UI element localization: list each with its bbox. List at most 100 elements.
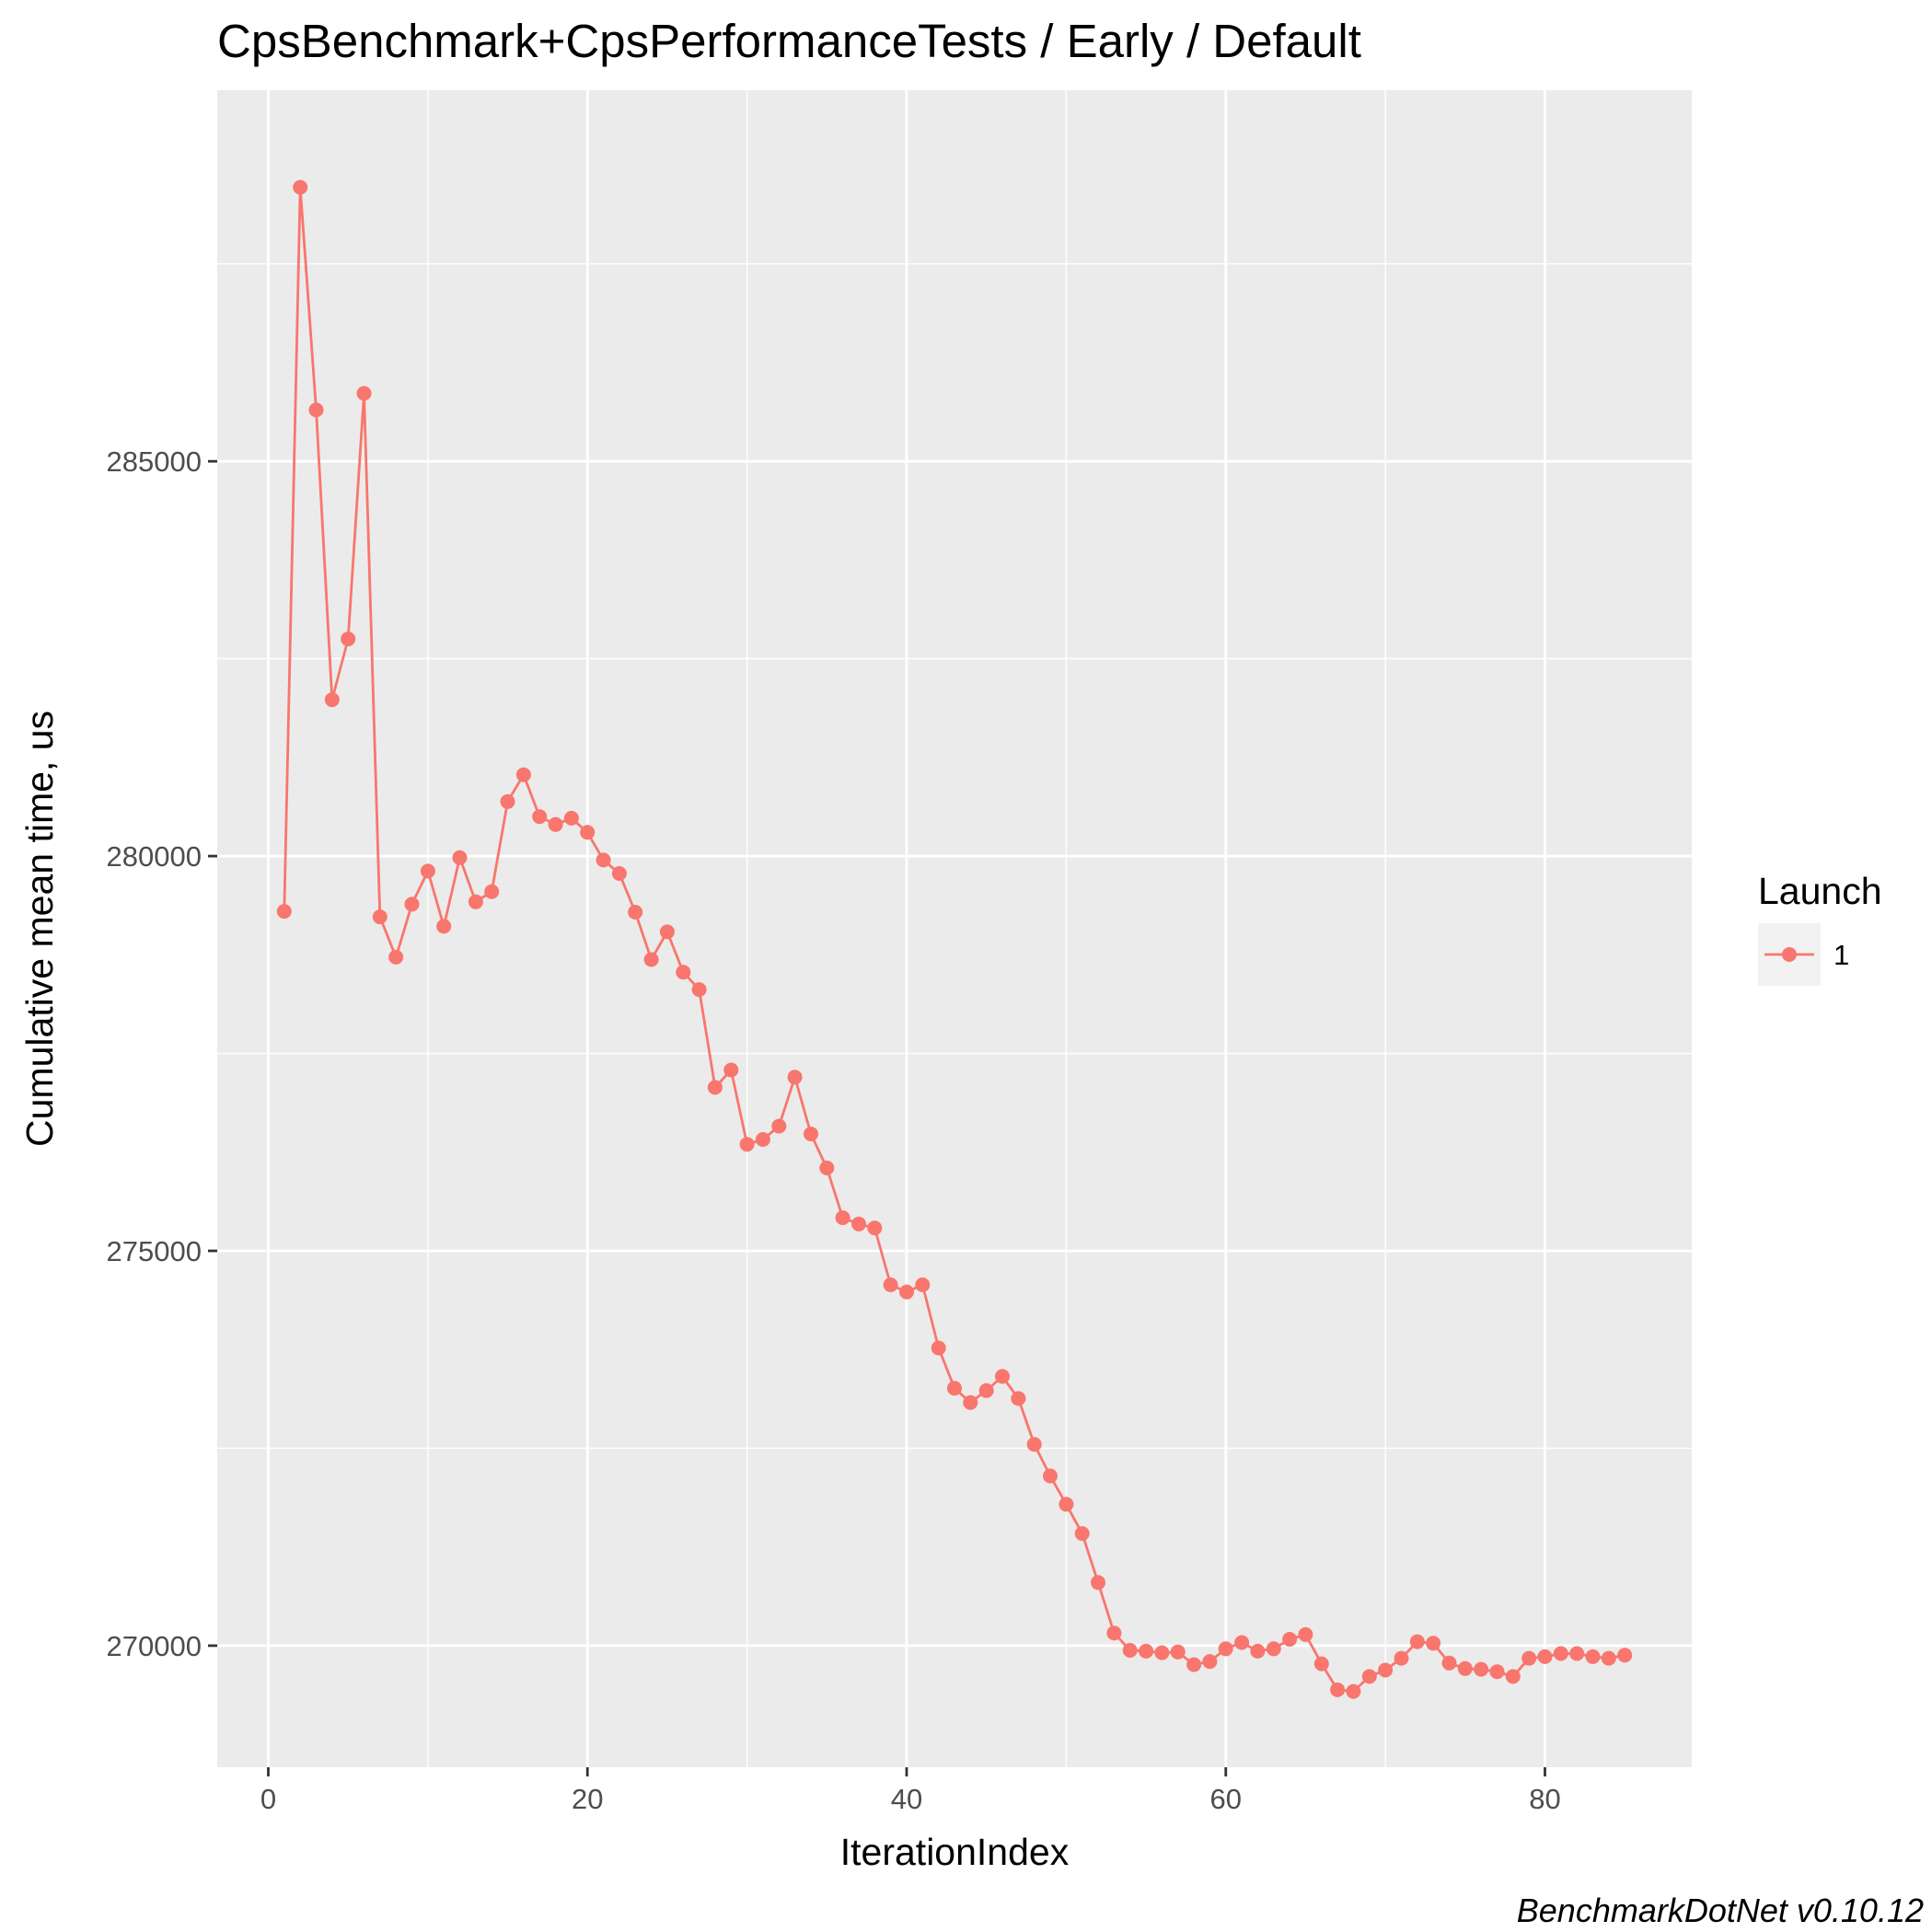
data-point [1282,1632,1298,1647]
x-tick-label: 80 [1529,1783,1560,1815]
legend: Launch 1 [1758,870,1882,986]
data-point [835,1210,850,1225]
data-point [563,810,579,826]
caption: BenchmarkDotNet v0.10.12 [1517,1892,1924,1929]
data-point [1186,1657,1202,1672]
data-point [1091,1575,1105,1591]
data-point [596,852,611,868]
data-point [1122,1643,1138,1658]
data-point [1569,1646,1585,1661]
data-point [659,924,675,940]
data-point [787,1070,803,1085]
legend-title: Launch [1758,870,1882,912]
grid-minor [217,90,1692,1767]
data-point [1106,1625,1122,1641]
axis-ticks [208,459,1546,1776]
series-layer [276,179,1633,1699]
data-point [611,866,627,881]
data-point [1330,1682,1346,1697]
data-point [1505,1669,1521,1684]
data-point [1585,1649,1601,1664]
data-point [388,949,404,965]
data-point [804,1127,818,1141]
data-point [1601,1650,1616,1666]
data-point [1266,1641,1281,1657]
data-point [293,179,308,195]
data-point [1218,1641,1233,1657]
data-point [851,1216,866,1232]
data-point [1346,1683,1361,1699]
data-point [1313,1656,1329,1672]
data-point [867,1221,883,1236]
data-point [978,1382,994,1398]
data-point [580,825,596,840]
data-point [1059,1497,1074,1512]
data-point [1378,1662,1394,1678]
x-tick-label: 60 [1209,1783,1241,1815]
data-point [515,767,531,782]
x-tick-label: 20 [572,1783,603,1815]
data-point [1043,1468,1058,1484]
x-axis-title: IterationIndex [840,1831,1070,1873]
data-point [341,631,356,647]
data-point [1074,1526,1090,1542]
data-point [819,1160,835,1175]
data-point [1011,1391,1026,1406]
data-point [676,965,691,980]
y-tick-label: 280000 [107,840,202,873]
y-tick-label: 285000 [107,445,202,478]
y-axis-title: Cumulative mean time, us [18,711,61,1147]
y-tick-label: 270000 [107,1630,202,1662]
data-point [963,1394,978,1410]
data-point [1026,1437,1042,1452]
data-point [324,692,340,708]
data-point [1170,1644,1186,1660]
data-point [356,386,372,401]
data-point [468,894,483,909]
data-point [276,904,292,920]
data-point [771,1118,787,1134]
plot-panel [217,90,1692,1767]
data-point [420,863,435,879]
data-point [1139,1643,1154,1659]
chart-title: CpsBenchmark+CpsPerformanceTests / Early… [217,15,1361,67]
y-tick-label: 275000 [107,1235,202,1267]
data-point [1250,1643,1266,1659]
data-point [500,793,515,809]
legend-label-series-1: 1 [1834,939,1849,971]
data-point [404,897,420,912]
data-point [1361,1669,1377,1684]
data-point [1617,1648,1633,1663]
data-point [1521,1650,1537,1666]
data-point [1409,1634,1425,1649]
data-point [1394,1650,1409,1666]
data-point [1298,1626,1313,1642]
data-point [1553,1646,1568,1661]
data-point [532,809,548,825]
data-point [883,1277,898,1292]
data-point [628,905,643,920]
data-point [1474,1661,1489,1677]
x-tick-label: 40 [891,1783,922,1815]
data-point [436,919,452,934]
data-point [452,850,468,865]
data-point [723,1062,739,1078]
data-point [707,1080,723,1095]
data-point [1202,1654,1218,1670]
data-point [947,1381,962,1396]
data-point [1441,1655,1457,1671]
data-point [899,1284,914,1300]
data-point [931,1340,946,1356]
data-point [548,816,563,832]
data-point [691,982,707,998]
data-point [755,1132,770,1147]
data-point [1537,1649,1553,1664]
y-tick-labels: 270000 275000 280000 285000 [107,445,202,1662]
data-point [372,909,388,925]
data-point [915,1277,931,1292]
x-tick-labels: 0 20 40 60 80 [260,1783,1561,1815]
data-point [739,1137,755,1152]
data-point [995,1369,1010,1384]
data-point [1426,1636,1441,1651]
